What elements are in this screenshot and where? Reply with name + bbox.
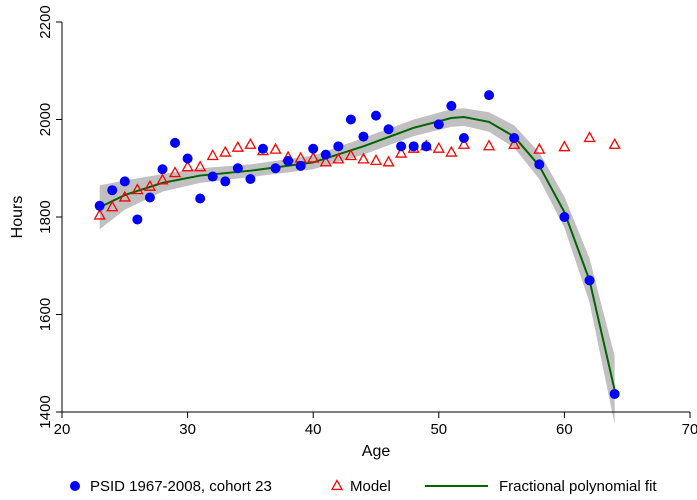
x-tick-label: 70 (682, 421, 697, 438)
model-point (369, 154, 383, 166)
psid-point (245, 173, 256, 184)
psid-point (107, 185, 118, 196)
model-point (357, 152, 370, 164)
y-ticks: 1400 1600 1800 2000 2200 (37, 5, 62, 429)
model-point (307, 151, 320, 163)
psid-point (220, 176, 231, 187)
psid-point (207, 171, 218, 182)
psid-point (144, 192, 155, 203)
psid-point (170, 137, 181, 148)
legend-fit-label: Fractional polynomial fit (499, 478, 657, 495)
psid-point (383, 124, 394, 135)
psid-point (484, 90, 495, 101)
psid-point (408, 141, 419, 152)
model-point (181, 160, 194, 172)
model-point (332, 152, 345, 164)
x-ticks: 20 30 40 50 60 70 (54, 412, 697, 438)
psid-point (584, 275, 595, 286)
model-point (583, 131, 596, 143)
model-point (244, 137, 257, 149)
fit-line-layer (99, 116, 616, 391)
y-tick-label: 2200 (37, 5, 54, 38)
psid-point (358, 131, 369, 142)
psid-point (433, 119, 444, 130)
model-point (168, 166, 182, 178)
model-point (131, 183, 144, 195)
model-point (558, 140, 571, 152)
model-point (445, 145, 458, 157)
axes: 20 30 40 50 60 70 1400 1600 1800 2000 2200 Age Ho… (9, 5, 697, 460)
model-point (206, 149, 219, 161)
model-point (106, 200, 119, 212)
confidence-band (99, 108, 615, 425)
model-point (156, 173, 169, 185)
model-point (508, 137, 521, 149)
psid-point (458, 133, 469, 144)
x-tick-label: 30 (179, 421, 196, 438)
psid-point (396, 141, 407, 152)
model-point (533, 142, 546, 154)
psid-series-layer (94, 90, 620, 399)
psid-point (195, 193, 206, 204)
model-point (219, 145, 232, 157)
model-point (395, 146, 408, 158)
x-tick-label: 20 (54, 421, 71, 438)
psid-point (509, 133, 520, 144)
model-point (319, 155, 332, 167)
model-point (344, 149, 357, 161)
x-tick-label: 50 (430, 421, 447, 438)
x-tick-label: 40 (305, 421, 322, 438)
psid-point (371, 110, 381, 121)
confidence-band-layer (99, 108, 615, 425)
psid-point (270, 163, 281, 174)
x-tick-label: 60 (556, 421, 573, 438)
psid-point (446, 100, 457, 111)
psid-point (534, 159, 545, 170)
psid-point (295, 160, 306, 171)
fit-line (99, 116, 616, 391)
y-tick-label: 1800 (37, 200, 54, 233)
psid-point (157, 164, 168, 175)
legend: PSID 1967-2008, cohort 23 Model Fraction… (70, 478, 657, 495)
model-point (194, 160, 207, 172)
y-tick-label: 1400 (37, 395, 54, 428)
psid-point (232, 163, 243, 174)
y-tick-label: 2000 (37, 103, 54, 136)
psid-point (308, 143, 319, 154)
psid-point (182, 153, 193, 164)
model-point (382, 155, 395, 167)
y-axis-title: Hours (9, 196, 26, 239)
psid-point (609, 388, 620, 399)
psid-point (345, 114, 356, 125)
psid-point (94, 200, 105, 211)
legend-model-label: Model (350, 478, 391, 495)
psid-point (257, 143, 268, 154)
psid-point (283, 155, 294, 166)
legend-psid-label: PSID 1967-2008, cohort 23 (90, 478, 272, 495)
psid-point (333, 141, 344, 152)
psid-point (132, 214, 143, 225)
model-point (457, 137, 471, 149)
plot-area (93, 90, 621, 425)
psid-point (320, 149, 331, 160)
model-point (93, 208, 106, 220)
y-tick-label: 1600 (37, 298, 54, 331)
legend-model-marker (330, 479, 344, 491)
model-point (143, 179, 157, 191)
model-point (608, 137, 621, 149)
model-point (118, 190, 131, 202)
legend-psid-marker (70, 481, 80, 491)
x-axis-title: Age (362, 443, 391, 460)
model-point (432, 141, 445, 153)
model-point (269, 142, 282, 154)
model-point (231, 140, 244, 152)
psid-point (421, 141, 432, 152)
model-point (482, 139, 496, 151)
psid-point (119, 176, 130, 187)
psid-point (559, 212, 570, 222)
